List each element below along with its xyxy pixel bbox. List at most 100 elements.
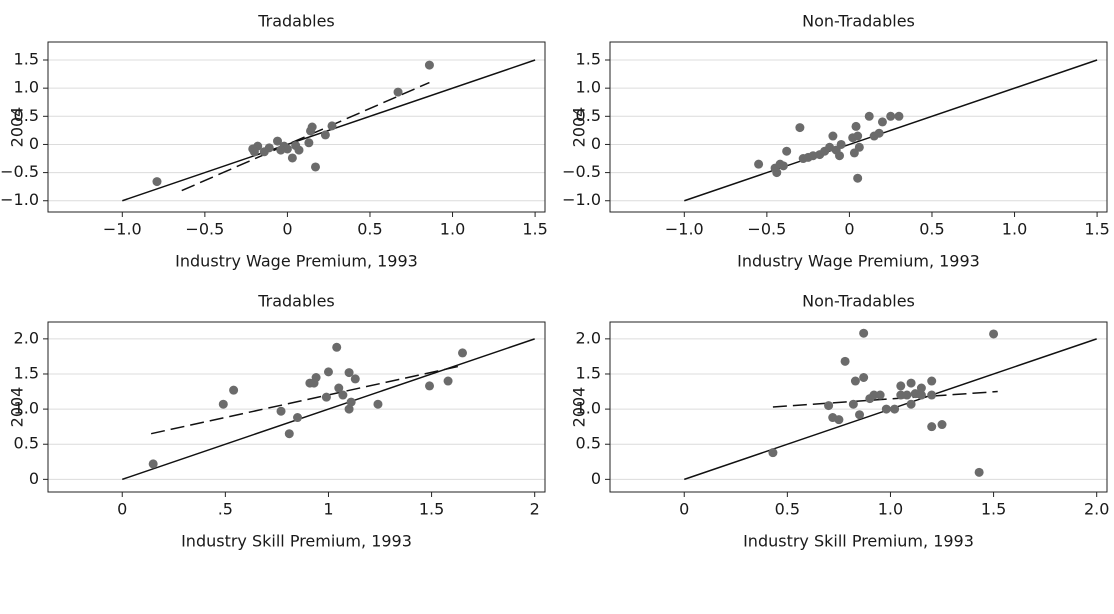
point bbox=[148, 459, 158, 469]
point bbox=[284, 429, 294, 439]
x-tick-label: −1.0 bbox=[665, 220, 704, 239]
x-tick-label: .5 bbox=[218, 500, 233, 519]
point bbox=[294, 145, 304, 155]
point bbox=[778, 161, 788, 171]
reference-line bbox=[121, 338, 535, 481]
subplot-title: Tradables bbox=[257, 292, 335, 311]
point bbox=[344, 404, 354, 414]
point bbox=[853, 173, 863, 183]
plot-frame bbox=[47, 321, 546, 493]
fit-line bbox=[150, 364, 463, 435]
reference-line bbox=[122, 59, 536, 202]
y-tick-label: 0 bbox=[29, 134, 39, 153]
point bbox=[334, 383, 344, 393]
y-tick-label: 1.0 bbox=[576, 78, 601, 97]
point bbox=[249, 147, 259, 157]
x-tick-label: −1.0 bbox=[103, 220, 142, 239]
x-tick-label: 1 bbox=[323, 500, 333, 519]
point bbox=[828, 131, 838, 141]
point bbox=[859, 328, 869, 338]
x-tick-label: 1.5 bbox=[981, 500, 1006, 519]
point bbox=[310, 162, 320, 172]
point bbox=[306, 126, 316, 136]
point bbox=[916, 383, 926, 393]
point bbox=[443, 376, 453, 386]
point bbox=[869, 390, 879, 400]
point bbox=[287, 153, 297, 163]
point bbox=[824, 401, 834, 411]
point bbox=[927, 422, 937, 432]
x-tick-label: 1.5 bbox=[1084, 220, 1109, 239]
point bbox=[894, 111, 904, 121]
plot-frame bbox=[609, 321, 1108, 493]
y-tick-label: 0.5 bbox=[576, 434, 601, 453]
point bbox=[311, 372, 321, 382]
x-tick-label: 1.5 bbox=[419, 500, 444, 519]
point bbox=[458, 348, 468, 358]
y-axis-label: 2004 bbox=[570, 387, 589, 428]
point bbox=[304, 138, 314, 148]
y-tick-label: 0.5 bbox=[14, 434, 39, 453]
y-tick-label: 1.5 bbox=[576, 50, 601, 69]
point bbox=[344, 368, 354, 378]
point bbox=[874, 128, 884, 138]
x-tick-label: 2.0 bbox=[1084, 500, 1109, 519]
point bbox=[835, 151, 845, 161]
point bbox=[782, 146, 792, 156]
y-tick-label: 1.5 bbox=[14, 363, 39, 382]
point bbox=[864, 111, 874, 121]
x-tick-label: 0.5 bbox=[919, 220, 944, 239]
y-axis-label: 2004 bbox=[570, 107, 589, 148]
point bbox=[853, 131, 863, 141]
point bbox=[218, 399, 228, 409]
point bbox=[795, 123, 805, 133]
point bbox=[875, 390, 885, 400]
reference-line bbox=[684, 59, 1098, 202]
subplot-title: Non-Tradables bbox=[802, 292, 915, 311]
point bbox=[293, 413, 303, 423]
point bbox=[881, 404, 891, 414]
point bbox=[851, 121, 861, 131]
x-axis-label: Industry Wage Premium, 1993 bbox=[175, 252, 418, 271]
point bbox=[350, 374, 360, 384]
y-tick-label: 0 bbox=[29, 469, 39, 488]
point bbox=[276, 406, 286, 416]
point bbox=[754, 159, 764, 169]
point bbox=[229, 385, 239, 395]
y-tick-label: −1.0 bbox=[562, 190, 601, 209]
x-tick-label: 2 bbox=[530, 500, 540, 519]
point bbox=[424, 60, 434, 70]
y-axis-label: 2004 bbox=[8, 107, 27, 148]
point bbox=[890, 404, 900, 414]
x-tick-label: 1.0 bbox=[440, 220, 465, 239]
y-tick-label: 0.5 bbox=[14, 106, 39, 125]
y-tick-label: −0.5 bbox=[562, 162, 601, 181]
point bbox=[854, 142, 864, 152]
point bbox=[906, 399, 916, 409]
point bbox=[373, 399, 383, 409]
point bbox=[886, 111, 896, 121]
y-tick-label: −0.5 bbox=[0, 162, 39, 181]
x-tick-label: 1.0 bbox=[878, 500, 903, 519]
y-tick-label: 1.0 bbox=[576, 399, 601, 418]
point bbox=[273, 136, 283, 146]
point bbox=[425, 381, 435, 391]
point bbox=[152, 177, 162, 187]
point bbox=[937, 420, 947, 430]
point bbox=[393, 87, 403, 97]
x-tick-label: 1.5 bbox=[522, 220, 547, 239]
y-tick-label: 1.0 bbox=[14, 399, 39, 418]
y-tick-label: 1.0 bbox=[14, 78, 39, 97]
x-tick-label: 0 bbox=[679, 500, 689, 519]
point bbox=[768, 448, 778, 458]
plot-frame bbox=[609, 41, 1108, 213]
y-axis-label: 2004 bbox=[8, 387, 27, 428]
x-tick-label: −0.5 bbox=[747, 220, 786, 239]
point bbox=[896, 381, 906, 391]
point bbox=[772, 168, 782, 178]
x-tick-label: 0 bbox=[282, 220, 292, 239]
y-tick-label: 2.0 bbox=[14, 328, 39, 347]
x-axis-label: Industry Skill Premium, 1993 bbox=[743, 532, 974, 551]
